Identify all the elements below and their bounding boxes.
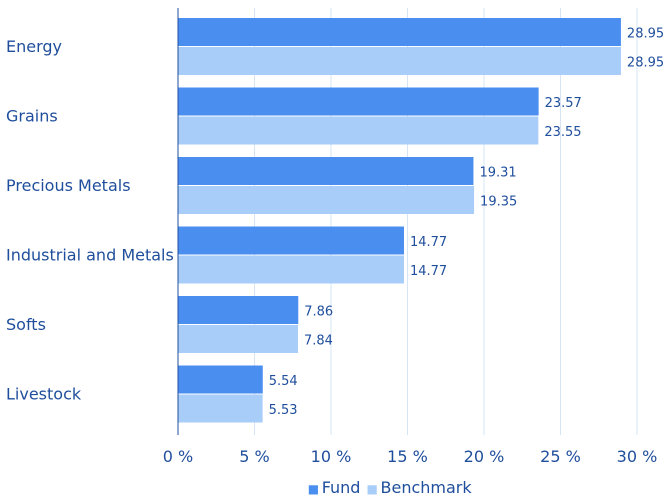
- bar-fund: [178, 18, 621, 46]
- legend-label-benchmark: Benchmark: [381, 478, 473, 497]
- bar-benchmark: [178, 186, 475, 214]
- data-label: 14.77: [410, 235, 447, 250]
- x-tick-label: 25 %: [540, 447, 581, 466]
- data-label: 7.84: [304, 334, 333, 349]
- category-label: Grains: [6, 107, 58, 126]
- category-label: Livestock: [6, 385, 82, 404]
- x-tick-label: 5 %: [239, 447, 269, 466]
- bar-fund: [178, 87, 539, 116]
- data-label: 28.95: [627, 27, 664, 42]
- x-tick-label: 30 %: [617, 447, 658, 466]
- bar-fund: [178, 226, 404, 255]
- bar-fund: [178, 365, 263, 394]
- data-label: 28.95: [627, 56, 664, 71]
- x-tick-label: 10 %: [311, 447, 352, 466]
- data-label: 23.55: [544, 125, 581, 140]
- x-tick-label: 0 %: [163, 447, 193, 466]
- data-label: 19.35: [480, 195, 517, 210]
- legend-marker: ■: [308, 482, 319, 496]
- category-label: Precious Metals: [6, 176, 131, 195]
- x-tick-label: 20 %: [464, 447, 505, 466]
- bar-benchmark: [178, 325, 298, 353]
- data-label: 19.31: [479, 166, 516, 181]
- bars: [178, 18, 621, 423]
- category-label: Energy: [6, 37, 62, 56]
- category-label: Industrial and Metals: [6, 246, 174, 265]
- data-label: 5.53: [269, 403, 298, 418]
- bar-fund: [178, 296, 299, 324]
- category-label: Softs: [6, 315, 46, 334]
- data-label: 23.57: [545, 96, 582, 111]
- legend: ■ Fund ■ Benchmark: [308, 478, 473, 497]
- x-tick-label: 15 %: [387, 447, 428, 466]
- grid-lines: [254, 8, 638, 435]
- bar-benchmark: [178, 255, 404, 284]
- legend-marker: ■: [367, 482, 378, 496]
- bar-benchmark: [178, 47, 621, 75]
- data-label: 5.54: [269, 374, 298, 389]
- bar-benchmark: [178, 116, 539, 145]
- bar-benchmark: [178, 394, 263, 423]
- legend-label-fund: Fund: [322, 478, 361, 497]
- bar-fund: [178, 157, 474, 185]
- labels: 0 % 5 % 10 % 15 % 20 % 25 % 30 % 28.95 28.95 Ener…: [6, 27, 664, 467]
- data-label: 14.77: [410, 264, 447, 279]
- data-label: 7.86: [304, 305, 333, 320]
